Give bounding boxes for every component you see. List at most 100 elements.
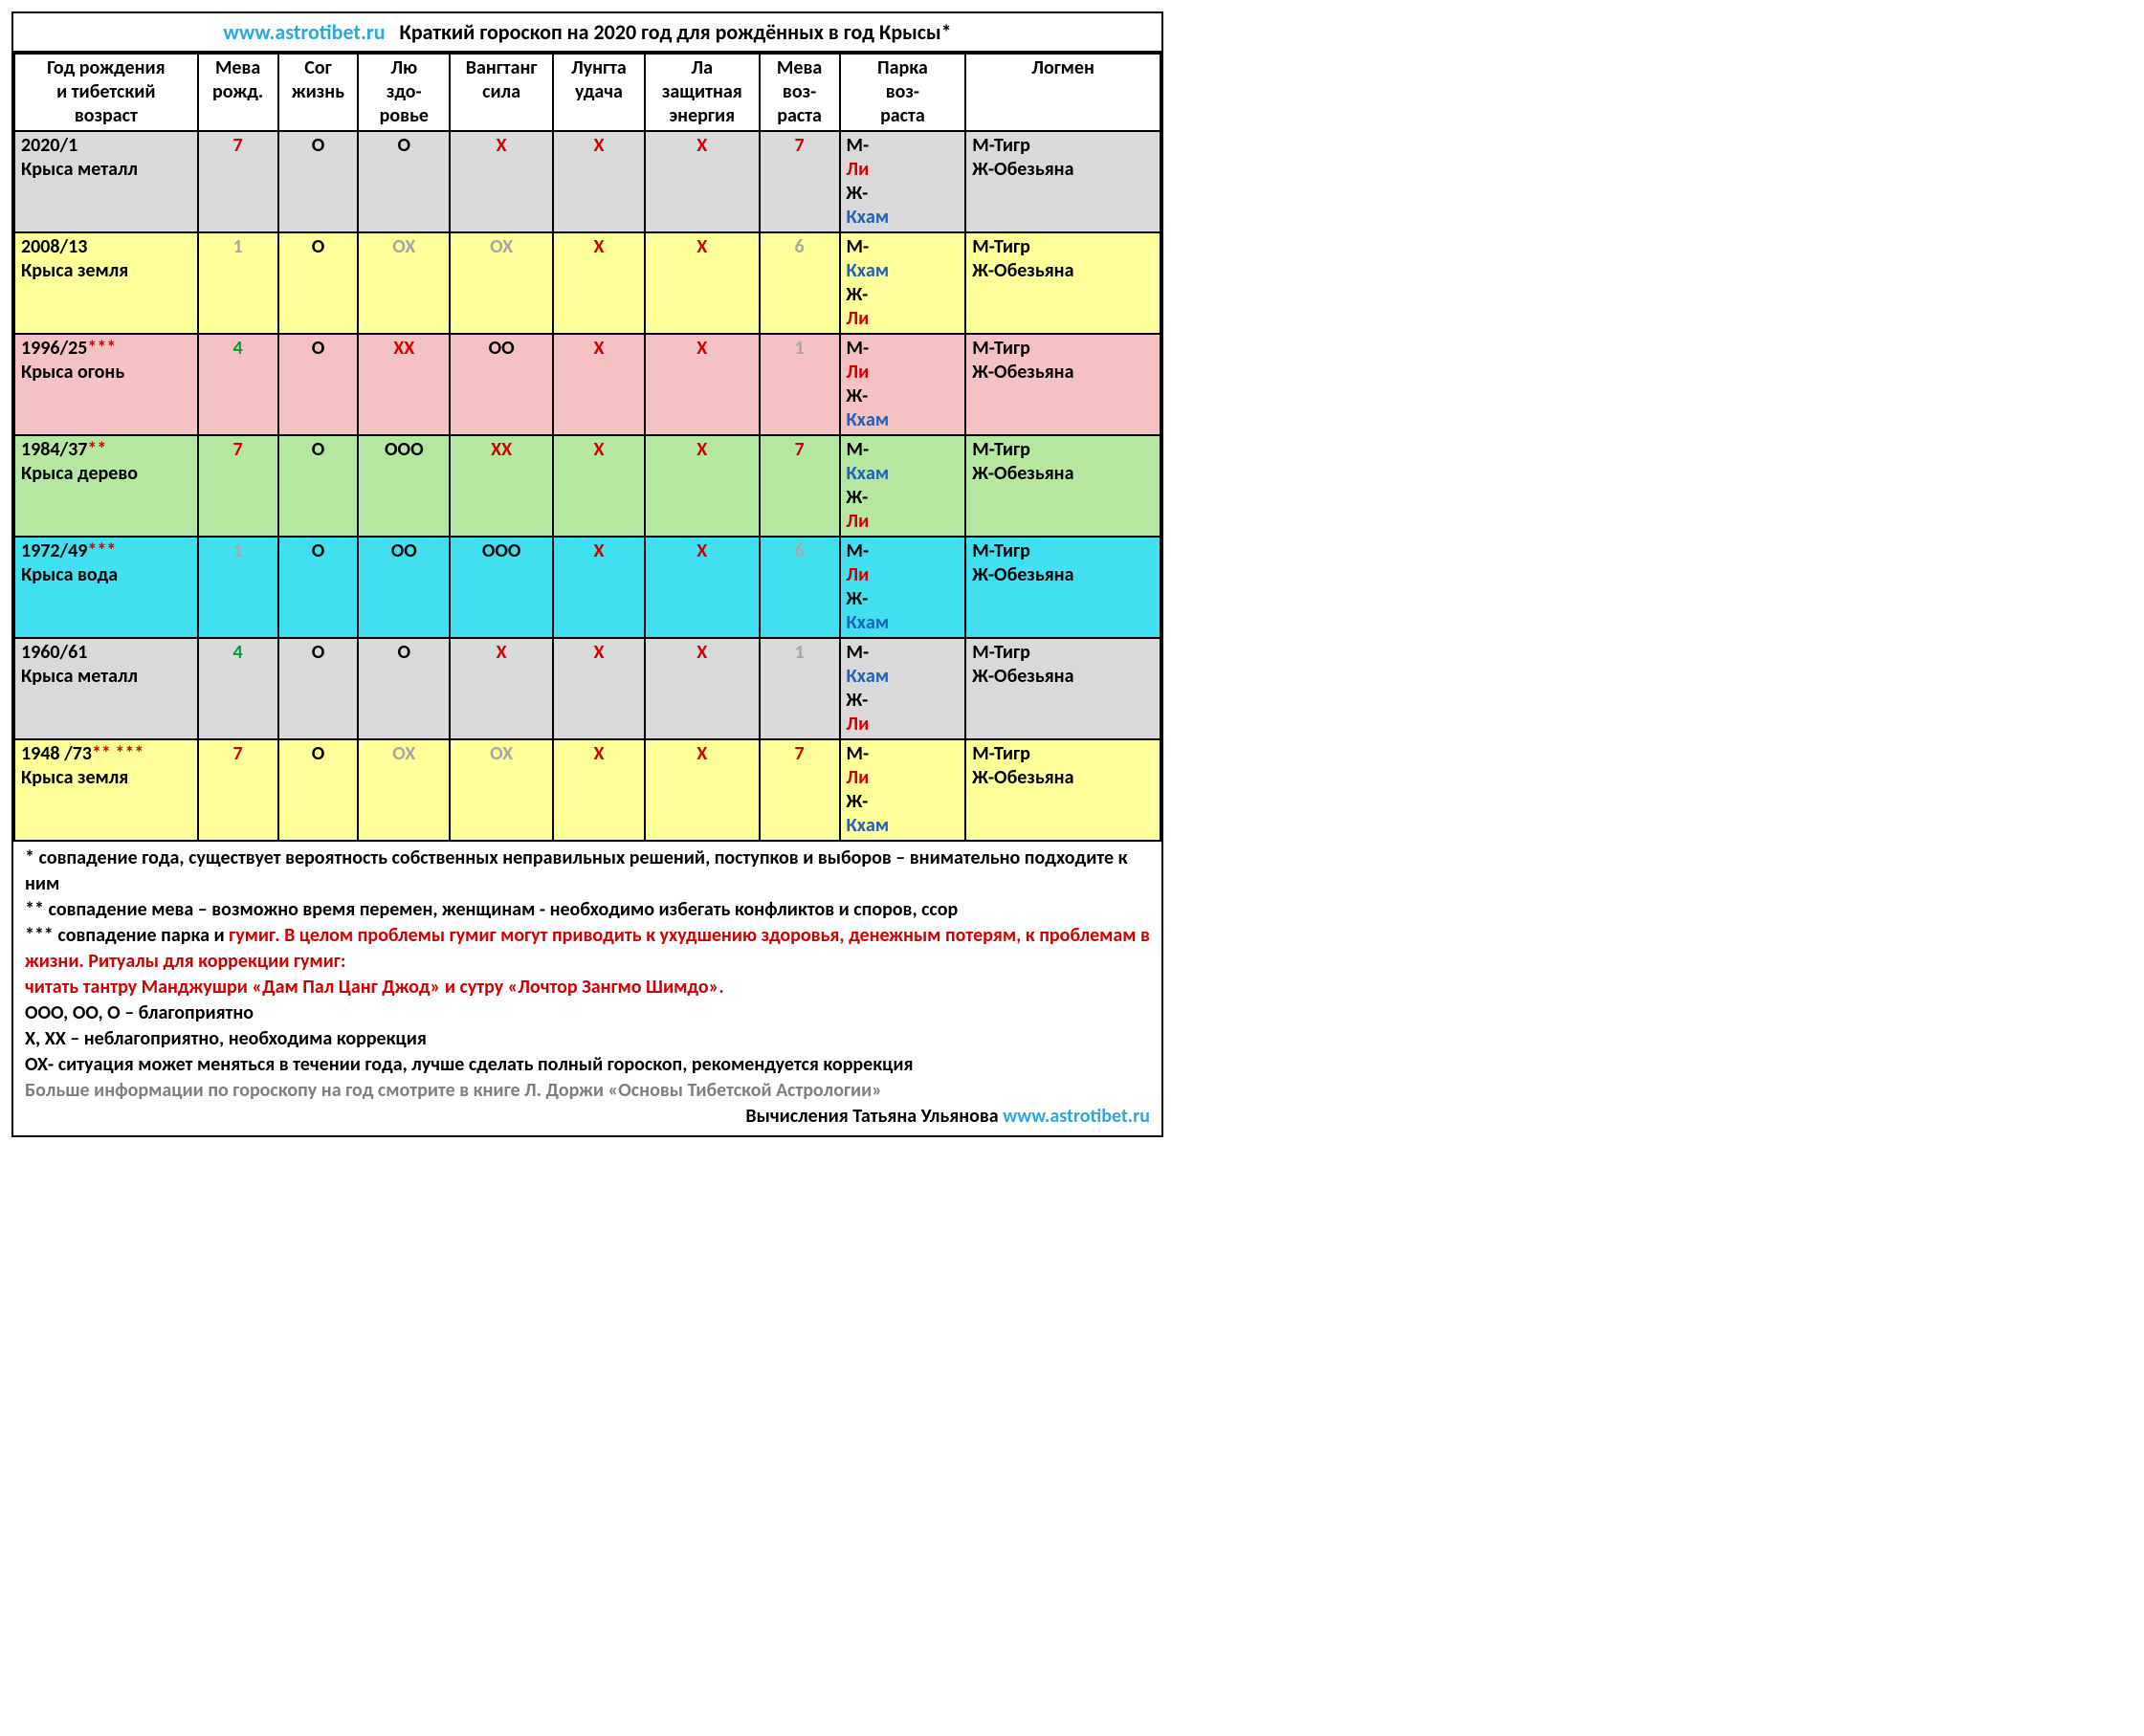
- meva_birth-cell: 4: [198, 334, 278, 435]
- meva_age-cell: 1: [760, 638, 840, 739]
- table-header-row: Год рожденияи тибетскийвозрастМеварожд.С…: [14, 54, 1160, 131]
- column-header: Согжизнь: [278, 54, 359, 131]
- horoscope-table: Год рожденияи тибетскийвозрастМеварожд.С…: [13, 53, 1161, 842]
- sog-cell: О: [278, 435, 359, 537]
- la-cell: Х: [645, 232, 760, 334]
- parka-cell: М-КхамЖ-Ли: [840, 435, 966, 537]
- vang-cell: Х: [450, 638, 553, 739]
- meva_birth-cell: 7: [198, 131, 278, 232]
- vang-cell: Х: [450, 131, 553, 232]
- logmen-cell: М-ТигрЖ-Обезьяна: [965, 334, 1160, 435]
- lyu-cell: О: [358, 131, 450, 232]
- column-header: Год рожденияи тибетскийвозраст: [14, 54, 198, 131]
- column-header: Логмен: [965, 54, 1160, 131]
- sog-cell: О: [278, 334, 359, 435]
- note-line: *** совпадение парка и гумиг. В целом пр…: [25, 923, 1150, 975]
- column-header: Люздо-ровье: [358, 54, 450, 131]
- note-line: Х, ХХ – неблагоприятно, необходима корре…: [25, 1026, 1150, 1052]
- lyu-cell: ОО: [358, 537, 450, 638]
- lung-cell: Х: [553, 739, 645, 841]
- table-row: 1996/25***Крыса огонь4ОХХООХХ1М-ЛиЖ-Кхам…: [14, 334, 1160, 435]
- parka-cell: М-КхамЖ-Ли: [840, 638, 966, 739]
- lung-cell: Х: [553, 334, 645, 435]
- table-row: 2008/13Крыса земля1ООХОХХХ6М-КхамЖ-ЛиМ-Т…: [14, 232, 1160, 334]
- notes-block: * совпадение года, существует вероятност…: [13, 842, 1161, 1135]
- la-cell: Х: [645, 334, 760, 435]
- logmen-cell: М-ТигрЖ-Обезьяна: [965, 232, 1160, 334]
- meva_birth-cell: 7: [198, 435, 278, 537]
- year-cell: 1984/37**Крыса дерево: [14, 435, 198, 537]
- credit-url[interactable]: www.astrotibet.ru: [1003, 1105, 1150, 1128]
- column-header: Лазащитнаяэнергия: [645, 54, 760, 131]
- sog-cell: О: [278, 537, 359, 638]
- meva_age-cell: 7: [760, 739, 840, 841]
- logmen-cell: М-ТигрЖ-Обезьяна: [965, 537, 1160, 638]
- vang-cell: ХХ: [450, 435, 553, 537]
- year-cell: 2020/1Крыса металл: [14, 131, 198, 232]
- table-row: 1948 /73** ***Крыса земля7ООХОХХХ7М-ЛиЖ-…: [14, 739, 1160, 841]
- meva_birth-cell: 7: [198, 739, 278, 841]
- column-header: Мевавоз-раста: [760, 54, 840, 131]
- logmen-cell: М-ТигрЖ-Обезьяна: [965, 739, 1160, 841]
- table-row: 1972/49***Крыса вода1ООООООХХ6М-ЛиЖ-Кхам…: [14, 537, 1160, 638]
- meva_age-cell: 1: [760, 334, 840, 435]
- note-line: * совпадение года, существует вероятност…: [25, 846, 1150, 897]
- table-row: 1960/61Крыса металл4ООХХХ1М-КхамЖ-ЛиМ-Ти…: [14, 638, 1160, 739]
- horoscope-table-wrap: www.astrotibet.ru Краткий гороскоп на 20…: [11, 11, 1163, 1137]
- vang-cell: ОХ: [450, 739, 553, 841]
- title-text: Краткий гороскоп на 2020 год для рождённ…: [399, 19, 951, 45]
- table-row: 2020/1Крыса металл7ООХХХ7М-ЛиЖ-КхамМ-Тиг…: [14, 131, 1160, 232]
- vang-cell: ОО: [450, 334, 553, 435]
- lung-cell: Х: [553, 537, 645, 638]
- lyu-cell: ХХ: [358, 334, 450, 435]
- year-cell: 2008/13Крыса земля: [14, 232, 198, 334]
- note-line: ОХ- ситуация может меняться в течении го…: [25, 1052, 1150, 1078]
- title-url[interactable]: www.astrotibet.ru: [223, 19, 385, 45]
- lung-cell: Х: [553, 638, 645, 739]
- note-line: Больше информации по гороскопу на год см…: [25, 1078, 1150, 1104]
- lyu-cell: ООО: [358, 435, 450, 537]
- note-text-red: гумиг: [229, 924, 275, 947]
- lung-cell: Х: [553, 435, 645, 537]
- year-cell: 1960/61Крыса металл: [14, 638, 198, 739]
- meva_age-cell: 6: [760, 537, 840, 638]
- note-line: читать тантру Манджушри «Дам Пал Цанг Дж…: [25, 975, 1150, 1000]
- meva_age-cell: 7: [760, 131, 840, 232]
- column-header: Паркавоз-раста: [840, 54, 966, 131]
- logmen-cell: М-ТигрЖ-Обезьяна: [965, 131, 1160, 232]
- note-line: ООО, ОО, О – благоприятно: [25, 1000, 1150, 1026]
- credit-text: Вычисления Татьяна Ульянова: [745, 1105, 1003, 1128]
- year-cell: 1972/49***Крыса вода: [14, 537, 198, 638]
- meva_age-cell: 6: [760, 232, 840, 334]
- column-header: Вангтангсила: [450, 54, 553, 131]
- lung-cell: Х: [553, 131, 645, 232]
- year-cell: 1948 /73** ***Крыса земля: [14, 739, 198, 841]
- lyu-cell: ОХ: [358, 232, 450, 334]
- vang-cell: ООО: [450, 537, 553, 638]
- meva_birth-cell: 1: [198, 232, 278, 334]
- title-row: www.astrotibet.ru Краткий гороскоп на 20…: [13, 13, 1161, 53]
- meva_birth-cell: 1: [198, 537, 278, 638]
- sog-cell: О: [278, 232, 359, 334]
- sog-cell: О: [278, 739, 359, 841]
- la-cell: Х: [645, 435, 760, 537]
- la-cell: Х: [645, 537, 760, 638]
- column-header: Лунгтаудача: [553, 54, 645, 131]
- note-text: *** совпадение парка и: [25, 924, 229, 947]
- sog-cell: О: [278, 131, 359, 232]
- parka-cell: М-КхамЖ-Ли: [840, 232, 966, 334]
- la-cell: Х: [645, 739, 760, 841]
- la-cell: Х: [645, 638, 760, 739]
- parka-cell: М-ЛиЖ-Кхам: [840, 334, 966, 435]
- parka-cell: М-ЛиЖ-Кхам: [840, 537, 966, 638]
- table-row: 1984/37**Крыса дерево7ООООХХХХ7М-КхамЖ-Л…: [14, 435, 1160, 537]
- credit-line: Вычисления Татьяна Ульянова www.astrotib…: [25, 1104, 1150, 1130]
- parka-cell: М-ЛиЖ-Кхам: [840, 739, 966, 841]
- lung-cell: Х: [553, 232, 645, 334]
- year-cell: 1996/25***Крыса огонь: [14, 334, 198, 435]
- column-header: Меварожд.: [198, 54, 278, 131]
- vang-cell: ОХ: [450, 232, 553, 334]
- meva_age-cell: 7: [760, 435, 840, 537]
- la-cell: Х: [645, 131, 760, 232]
- logmen-cell: М-ТигрЖ-Обезьяна: [965, 638, 1160, 739]
